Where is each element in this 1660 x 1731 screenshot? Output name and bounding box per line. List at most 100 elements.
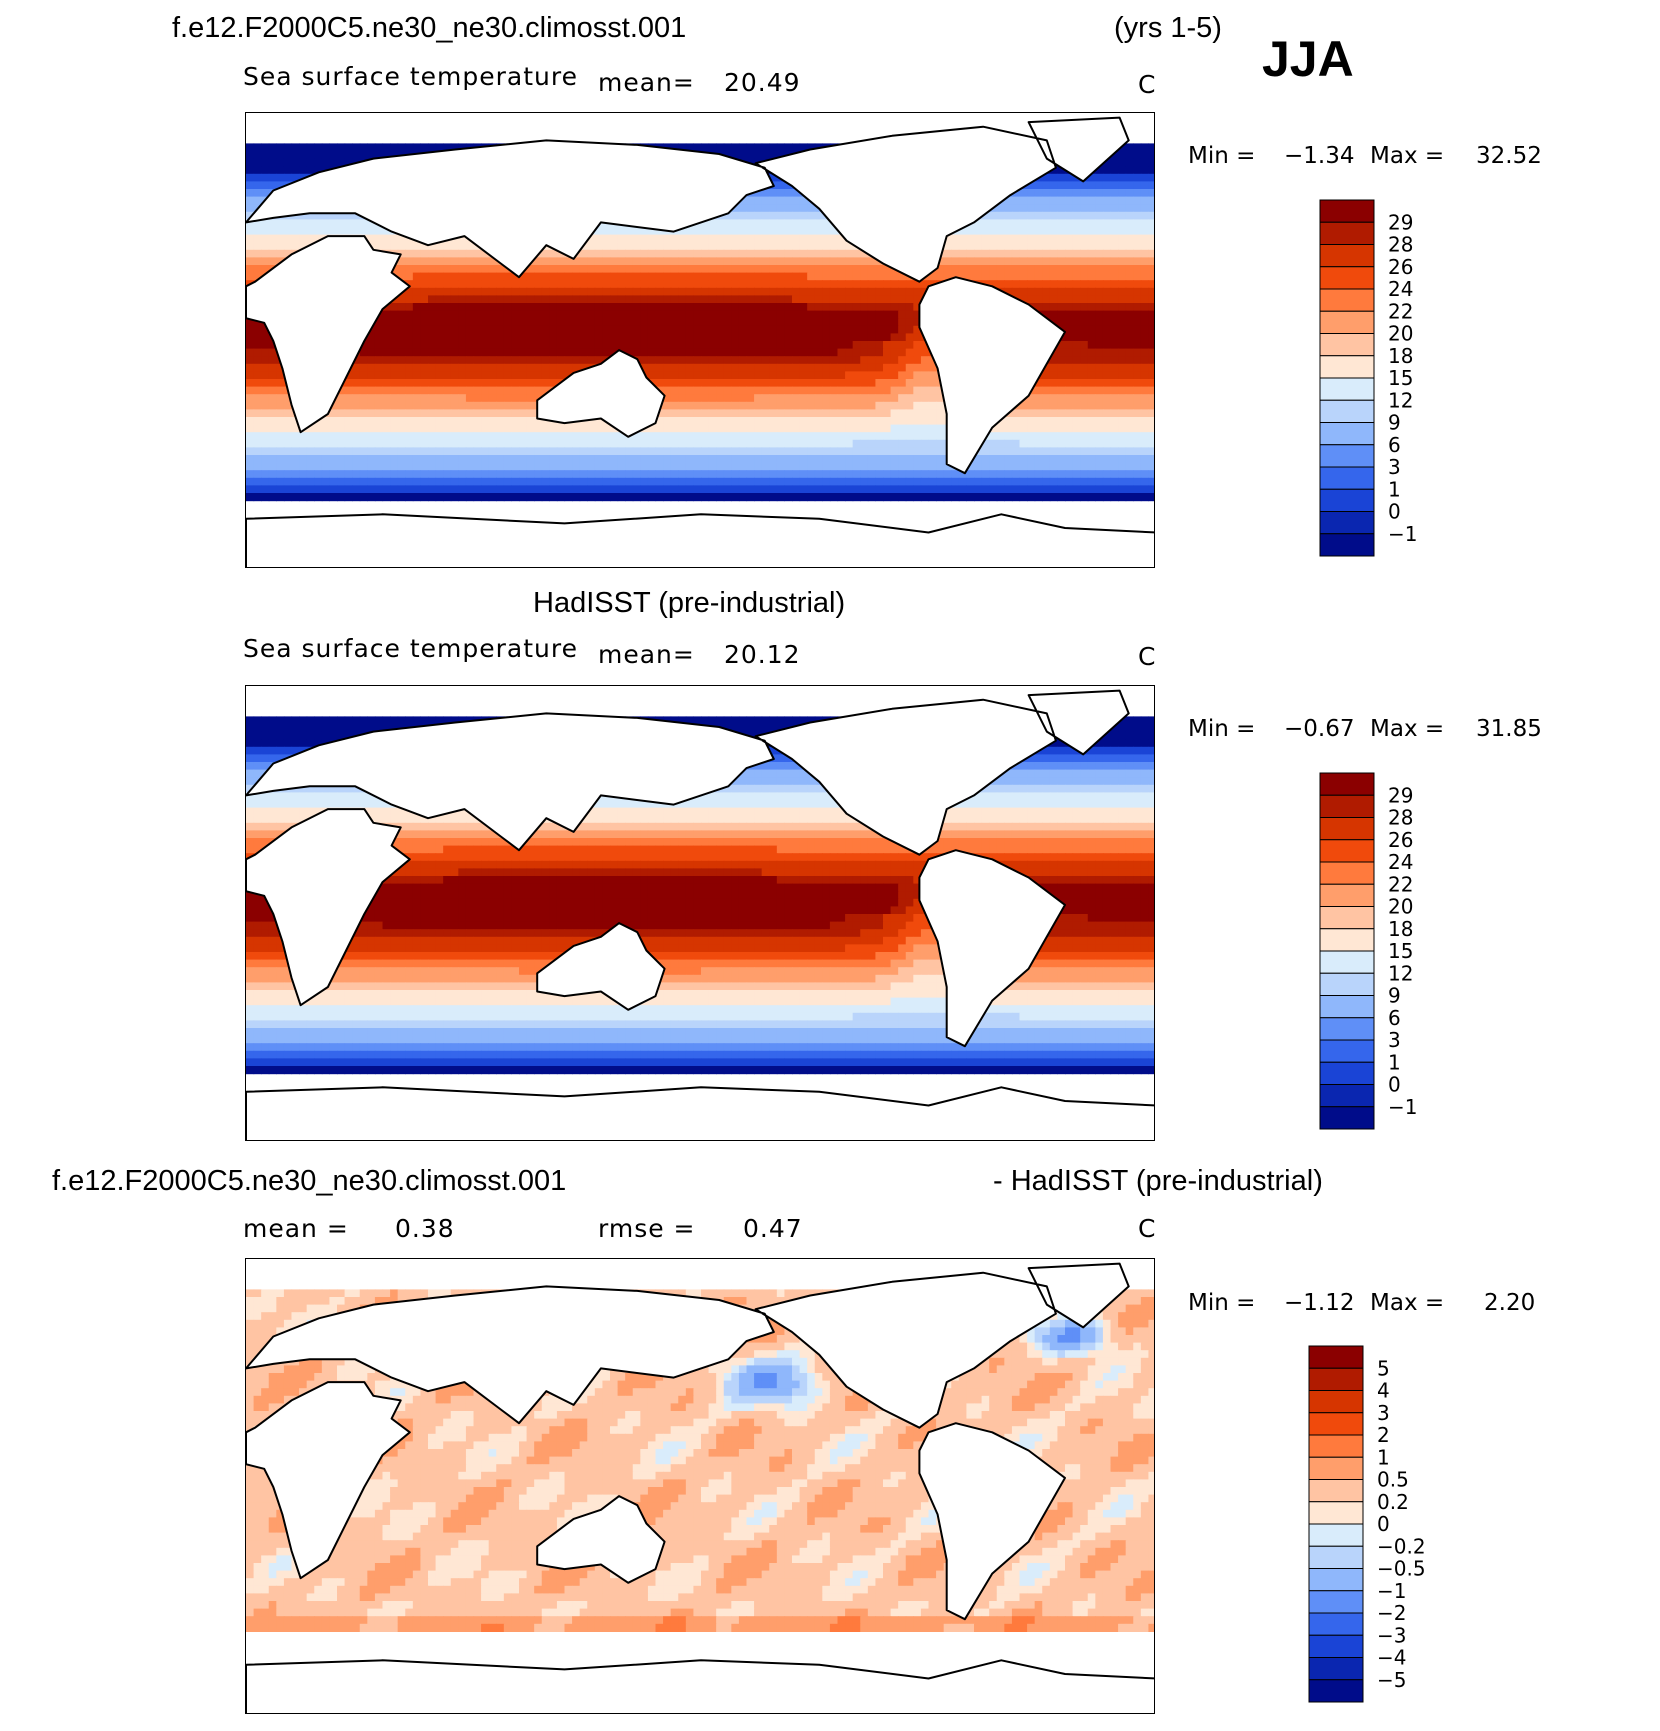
map-cell xyxy=(890,394,899,403)
map-cell xyxy=(792,189,801,198)
map-cell xyxy=(382,348,391,357)
map-cell xyxy=(1140,158,1150,167)
map-cell xyxy=(1034,249,1043,258)
map-cell xyxy=(708,333,717,342)
map-cell xyxy=(996,204,1005,213)
map-cell xyxy=(883,348,892,357)
map-cell xyxy=(723,356,732,365)
map-cell xyxy=(1072,401,1081,410)
map-cell xyxy=(807,394,816,403)
map-cell xyxy=(1118,363,1127,372)
map-cell xyxy=(283,424,293,433)
map-cell xyxy=(397,348,406,357)
map-cell xyxy=(829,371,839,380)
map-cell xyxy=(731,295,740,304)
map-cell xyxy=(1140,394,1150,403)
map-cell xyxy=(253,455,262,464)
map-cell xyxy=(359,432,368,441)
map-cell xyxy=(890,303,899,312)
map-cell xyxy=(1042,363,1051,372)
map-cell xyxy=(1118,257,1127,266)
map-cell xyxy=(731,227,740,236)
map-cell xyxy=(754,394,763,403)
map-cell xyxy=(792,341,801,350)
map-cell xyxy=(883,303,892,312)
map-cell xyxy=(1019,287,1028,296)
map-cell xyxy=(488,432,497,441)
map-cell xyxy=(663,242,672,251)
map-cell xyxy=(731,386,740,395)
map-cell xyxy=(1140,333,1150,342)
map-cell xyxy=(860,386,869,395)
map-cell xyxy=(701,242,710,251)
map-cell xyxy=(784,265,793,274)
map-cell xyxy=(579,356,588,365)
map-cell xyxy=(761,325,770,334)
map-cell xyxy=(1019,417,1028,426)
map-cell xyxy=(1065,211,1074,220)
map-cell xyxy=(1125,189,1134,198)
map-cell xyxy=(776,341,786,350)
map-cell xyxy=(1004,257,1013,266)
map-cell xyxy=(905,386,914,395)
map-cell xyxy=(738,310,748,319)
map-cell xyxy=(647,280,657,289)
map-cell xyxy=(678,318,687,327)
map-cell xyxy=(412,348,422,357)
map-cell xyxy=(807,348,816,357)
map-cell xyxy=(1102,439,1112,448)
map-cell xyxy=(1004,219,1013,228)
map-cell xyxy=(534,341,543,350)
map-cell xyxy=(685,234,695,243)
map-cell xyxy=(420,249,429,258)
map-cell xyxy=(716,356,725,365)
map-cell xyxy=(1110,295,1119,304)
map-cell xyxy=(1004,249,1013,258)
map-cell xyxy=(352,439,361,448)
map-cell xyxy=(738,287,748,296)
map-cell xyxy=(754,287,763,296)
map-cell xyxy=(1102,166,1112,175)
map-cell xyxy=(1125,325,1134,334)
map-cell xyxy=(845,303,854,312)
map-cell xyxy=(1019,242,1028,251)
map-cell xyxy=(443,363,452,372)
map-cell xyxy=(503,295,513,304)
map-cell xyxy=(337,417,346,426)
map-cell xyxy=(632,242,641,251)
map-cell xyxy=(1057,173,1066,182)
map-cell xyxy=(1110,371,1119,380)
map-cell xyxy=(776,143,786,152)
map-cell xyxy=(875,409,884,418)
map-cell xyxy=(1087,417,1096,426)
map-cell xyxy=(276,417,285,426)
map-cell xyxy=(647,303,657,312)
map-cell xyxy=(1125,303,1134,312)
map-cell xyxy=(1011,189,1021,198)
map-cell xyxy=(754,447,763,456)
map-cell xyxy=(246,318,255,327)
map-cell xyxy=(617,280,626,289)
map-cell xyxy=(784,363,793,372)
map-cell xyxy=(496,363,505,372)
map-cell xyxy=(761,455,770,464)
map-cell xyxy=(488,341,497,350)
map-cell xyxy=(761,303,770,312)
map-cell xyxy=(776,211,786,220)
map-cell xyxy=(602,227,611,236)
map-cell xyxy=(443,143,452,152)
map-cell xyxy=(1133,242,1142,251)
map-cell xyxy=(670,310,679,319)
map-cell xyxy=(473,341,482,350)
map-cell xyxy=(769,204,778,213)
map-cell xyxy=(246,143,255,152)
map-cell xyxy=(1004,439,1013,448)
map-cell xyxy=(989,249,998,258)
map-cell xyxy=(1102,196,1112,205)
map-cell xyxy=(1080,196,1089,205)
map-cell xyxy=(625,227,634,236)
map-cell xyxy=(352,447,361,456)
map-cell xyxy=(412,432,422,441)
map-cell xyxy=(837,325,846,334)
map-cell xyxy=(731,409,740,418)
